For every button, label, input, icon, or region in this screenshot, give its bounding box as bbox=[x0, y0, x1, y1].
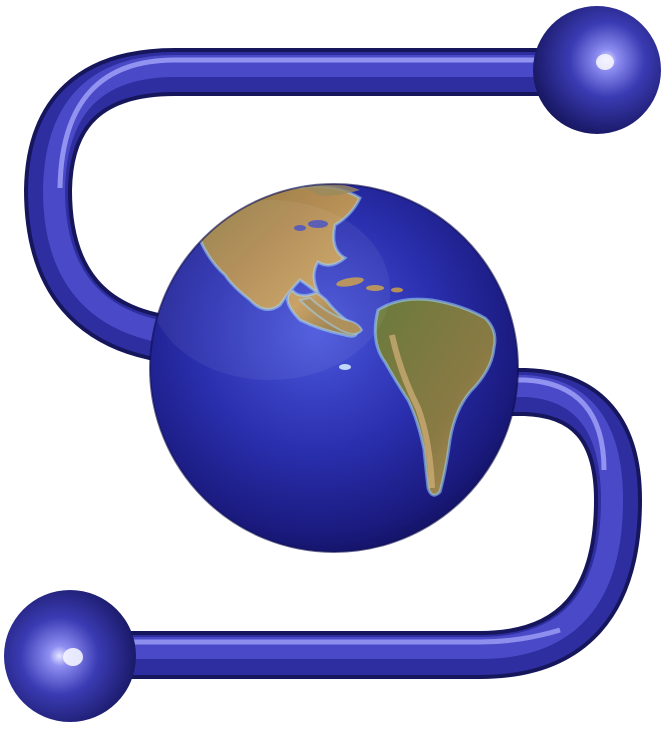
globe bbox=[149, 183, 519, 553]
upper-tube bbox=[23, 48, 600, 364]
lower-tube bbox=[70, 368, 643, 679]
top-right-ball bbox=[533, 6, 661, 134]
bottom-left-ball bbox=[4, 590, 136, 722]
south-america-shape bbox=[373, 297, 497, 497]
